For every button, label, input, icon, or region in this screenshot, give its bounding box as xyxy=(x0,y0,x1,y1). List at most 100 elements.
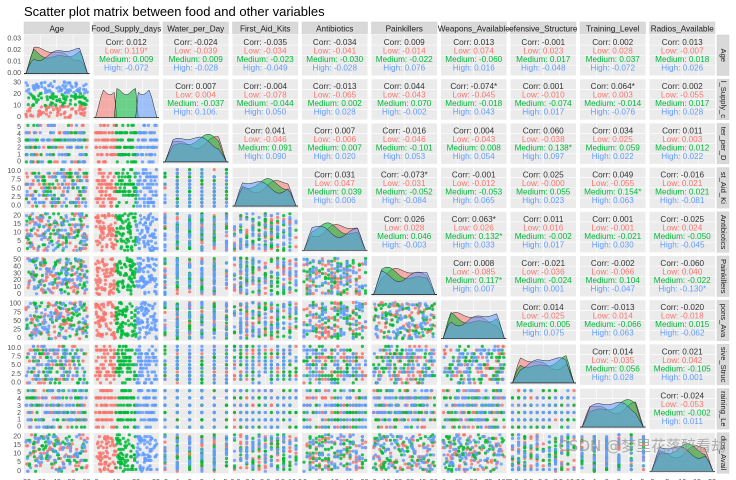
scatter-point xyxy=(419,335,423,339)
scatter-point xyxy=(142,215,146,220)
scatter-point xyxy=(136,179,140,183)
scatter-point xyxy=(188,235,192,240)
scatter-point xyxy=(80,179,84,183)
corr-total: Corr: 0.008 xyxy=(453,259,494,268)
scatter-point xyxy=(81,326,85,331)
scatter-point xyxy=(137,331,141,335)
scatter-point xyxy=(357,275,361,279)
scatter-point xyxy=(245,235,249,240)
scatter-point xyxy=(131,261,135,265)
scatter-point xyxy=(85,280,89,284)
scatter-point xyxy=(56,212,61,216)
scatter-point xyxy=(66,272,70,276)
scatter-point xyxy=(38,267,43,271)
corr-high: High: 0.063 xyxy=(592,196,634,205)
scatter-point xyxy=(76,234,80,238)
scatter-point xyxy=(138,204,142,208)
scatter-point xyxy=(114,123,119,127)
scatter-point xyxy=(51,228,56,232)
scatter-points xyxy=(232,300,298,341)
scatter-point xyxy=(276,225,280,229)
scatter-point xyxy=(139,319,144,323)
scatter-point xyxy=(351,310,355,315)
scatter-point xyxy=(35,215,39,220)
y-tick-label: 15 xyxy=(13,221,21,228)
scatter-point xyxy=(175,281,179,285)
scatter-point xyxy=(288,262,292,266)
scatter-point xyxy=(65,219,70,223)
scatter-point xyxy=(239,281,243,285)
scatter-point xyxy=(153,228,157,232)
corr-medium: Medium: -0.023 xyxy=(237,55,294,64)
scatter-point xyxy=(74,200,78,205)
scatter-point xyxy=(339,307,343,311)
scatter-point xyxy=(60,302,64,307)
scatter-point xyxy=(224,309,229,313)
scatter-point xyxy=(67,326,71,330)
scatter-point xyxy=(95,200,100,205)
scatter-point xyxy=(46,228,50,232)
scatter-point xyxy=(354,335,358,339)
scatter-point xyxy=(263,330,267,334)
scatter-point xyxy=(314,323,318,327)
scatter-point xyxy=(288,276,292,280)
scatter-point xyxy=(163,171,167,175)
scatter-point xyxy=(269,221,273,225)
scatter-point xyxy=(54,271,58,276)
scatter-point xyxy=(305,332,309,336)
corr-low: Low: -0.046 xyxy=(383,135,426,144)
scatter-point xyxy=(76,308,80,312)
scatter-point xyxy=(348,274,352,278)
scatter-point xyxy=(342,271,346,275)
scatter-point xyxy=(126,288,130,292)
scatter-point xyxy=(45,212,50,216)
scatter-point xyxy=(83,106,87,110)
scatter-point xyxy=(55,179,59,183)
corr-low: Low: -0.006 xyxy=(313,135,356,144)
row-strip-label: Age xyxy=(719,48,728,62)
scatter-point xyxy=(327,259,331,263)
scatter-point xyxy=(245,212,249,216)
scatter-point xyxy=(126,160,130,164)
scatter-point xyxy=(360,309,364,313)
scatter-points xyxy=(302,256,368,296)
scatter-point xyxy=(38,304,42,308)
scatter-point xyxy=(85,179,89,183)
scatter-point xyxy=(105,153,109,157)
scatter-point xyxy=(25,246,29,251)
scatter-point xyxy=(354,283,358,287)
scatter-point xyxy=(345,273,349,277)
scatter-point xyxy=(302,308,306,312)
scatter-point xyxy=(239,331,243,335)
scatter-point xyxy=(342,304,346,308)
scatter-point xyxy=(188,214,192,218)
scatter-point xyxy=(40,325,44,329)
scatter-point xyxy=(327,325,331,329)
scatter-point xyxy=(357,305,361,309)
scatter-point xyxy=(175,309,179,313)
scatter-point xyxy=(24,113,28,117)
scatter-point xyxy=(110,197,114,201)
corr-medium: Medium: -0.101 xyxy=(376,143,433,152)
scatter-point xyxy=(257,237,261,241)
scatter-point xyxy=(282,248,286,252)
scatter-point xyxy=(59,215,63,220)
scatter-point xyxy=(245,217,249,221)
scatter-point xyxy=(282,315,286,319)
scatter-point xyxy=(354,289,358,293)
scatter-point xyxy=(200,221,204,225)
scatter-point xyxy=(60,175,64,179)
scatter-point xyxy=(146,200,150,205)
scatter-point xyxy=(336,257,340,261)
scatter-point xyxy=(76,197,80,201)
corr-medium: Medium: 0.117* xyxy=(445,276,503,285)
scatter-point xyxy=(135,306,139,310)
scatter-point xyxy=(239,243,243,247)
column-strip xyxy=(440,21,507,35)
scatter-point xyxy=(148,234,152,238)
corr-high: High: -0.003 xyxy=(382,240,427,249)
scatter-point xyxy=(251,316,255,320)
scatter-point xyxy=(42,186,47,190)
scatter-point xyxy=(336,332,340,336)
